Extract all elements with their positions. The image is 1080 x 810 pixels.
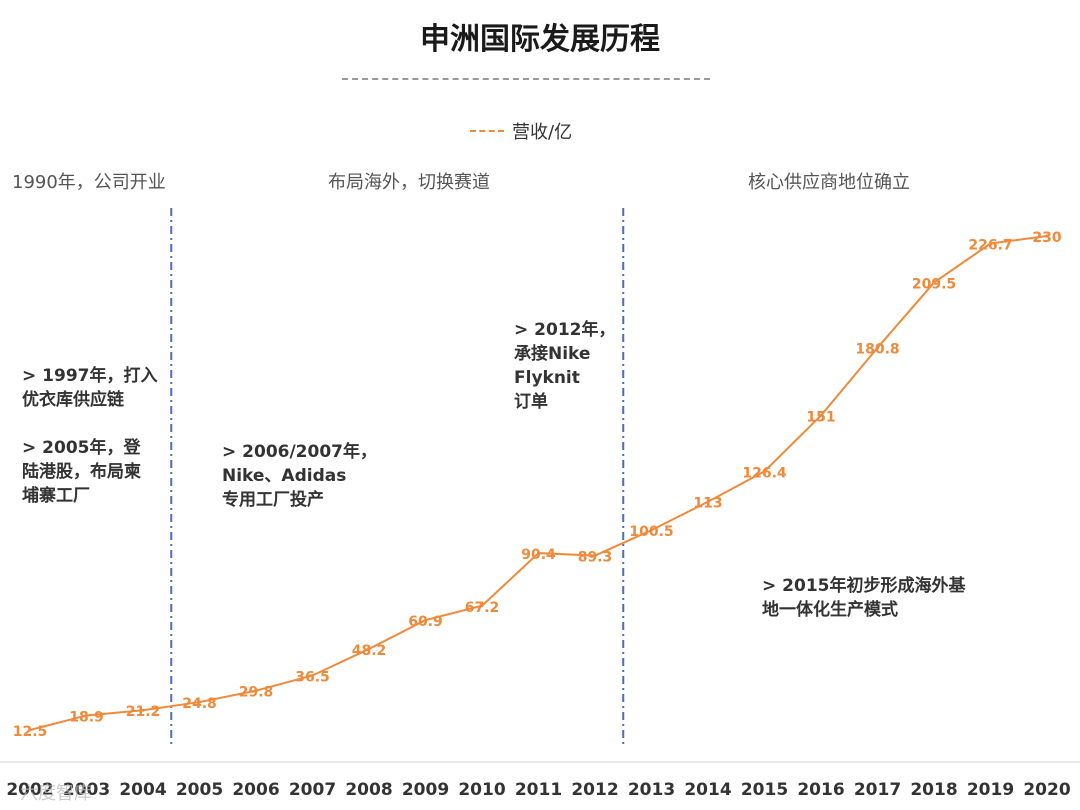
x-tick-label-2002: 2002	[6, 780, 53, 800]
x-tick-label-2011: 2011	[515, 780, 562, 800]
x-tick-label-2019: 2019	[967, 780, 1014, 800]
x-tick-label-2020: 2020	[1023, 780, 1070, 800]
x-tick-label-2018: 2018	[910, 780, 957, 800]
data-point-2018	[932, 281, 936, 285]
data-label-2003: 18.9	[69, 709, 104, 725]
x-tick-label-2014: 2014	[684, 780, 731, 800]
legend-label: 营收/亿	[512, 122, 573, 143]
data-point-2015	[763, 469, 766, 473]
x-tick-label-2008: 2008	[345, 780, 392, 800]
x-tick-label-2004: 2004	[119, 780, 166, 800]
x-tick-label-2017: 2017	[854, 780, 901, 800]
era-label-core-supplier: 核心供应商地位确立	[748, 172, 910, 193]
data-label-2008: 48.2	[352, 643, 387, 659]
data-point-2009	[424, 618, 427, 622]
data-point-2005	[198, 700, 201, 704]
x-tick-label-2016: 2016	[797, 780, 844, 800]
data-point-2020	[1045, 234, 1049, 238]
data-point-2013	[650, 528, 653, 532]
data-label-2020: 230	[1032, 230, 1061, 246]
x-tick-label-2007: 2007	[289, 780, 336, 800]
x-tick-label-2013: 2013	[628, 780, 675, 800]
x-tick-label-2003: 2003	[63, 780, 110, 800]
data-point-2008	[367, 647, 371, 651]
data-label-2011: 90.4	[521, 547, 556, 563]
data-label-2018: 209.5	[912, 277, 956, 293]
data-label-2006: 29.8	[239, 685, 274, 701]
data-label-2014: 113	[693, 496, 722, 512]
series-line-revenue	[29, 235, 1048, 731]
data-label-2012: 89.3	[578, 550, 613, 566]
data-point-2007	[311, 673, 314, 677]
annotation-1997: > 1997年，打入 优衣库供应链	[22, 366, 158, 410]
data-point-2012	[593, 554, 597, 558]
x-tick-label-2015: 2015	[741, 780, 788, 800]
data-label-2002: 12.5	[13, 724, 48, 740]
annotation-2015: > 2015年初步形成海外基 地一体化生产模式	[762, 576, 966, 620]
data-point-2004	[141, 708, 145, 712]
x-tick-label-2009: 2009	[402, 780, 449, 800]
annotation-2012: > 2012年， 承接Nike Flyknit 订单	[514, 320, 616, 412]
chart-title: 申洲国际发展历程	[420, 22, 660, 57]
data-label-2005: 24.8	[182, 696, 217, 712]
annotation-2006-2007: > 2006/2007年， Nike、Adidas 专用工厂投产	[222, 442, 378, 510]
data-point-2010	[480, 604, 484, 608]
era-label-overseas: 布局海外，切换赛道	[328, 172, 490, 193]
x-tick-label-2010: 2010	[458, 780, 505, 800]
data-point-2014	[706, 500, 710, 504]
era-label-founding: 1990年，公司开业	[12, 172, 166, 193]
data-label-2010: 67.2	[465, 600, 500, 616]
data-point-2002	[28, 728, 32, 732]
data-label-2007: 36.5	[295, 669, 330, 685]
data-point-2017	[876, 346, 879, 350]
data-point-2016	[819, 413, 823, 417]
data-label-2016: 151	[806, 409, 835, 425]
data-point-2006	[254, 689, 258, 693]
legend-swatch	[470, 130, 504, 132]
x-tick-label-2006: 2006	[232, 780, 279, 800]
data-point-2019	[989, 241, 992, 245]
data-label-2004: 21.2	[126, 704, 161, 720]
x-tick-label-2005: 2005	[176, 780, 223, 800]
data-point-2011	[537, 551, 540, 555]
annotation-2005: > 2005年，登 陆港股，布局柬 埔寨工厂	[22, 438, 141, 506]
watermark: 六度智库	[20, 783, 92, 804]
data-point-2003	[85, 713, 88, 717]
data-label-2009: 60.9	[408, 614, 443, 630]
data-label-2017: 180.8	[855, 342, 899, 358]
x-tick-label-2012: 2012	[571, 780, 618, 800]
data-label-2013: 100.5	[629, 524, 673, 540]
title-underline	[342, 78, 710, 80]
data-label-2015: 126.4	[742, 465, 787, 481]
legend: 营收/亿	[470, 118, 572, 144]
data-label-2019: 226.7	[968, 237, 1012, 253]
